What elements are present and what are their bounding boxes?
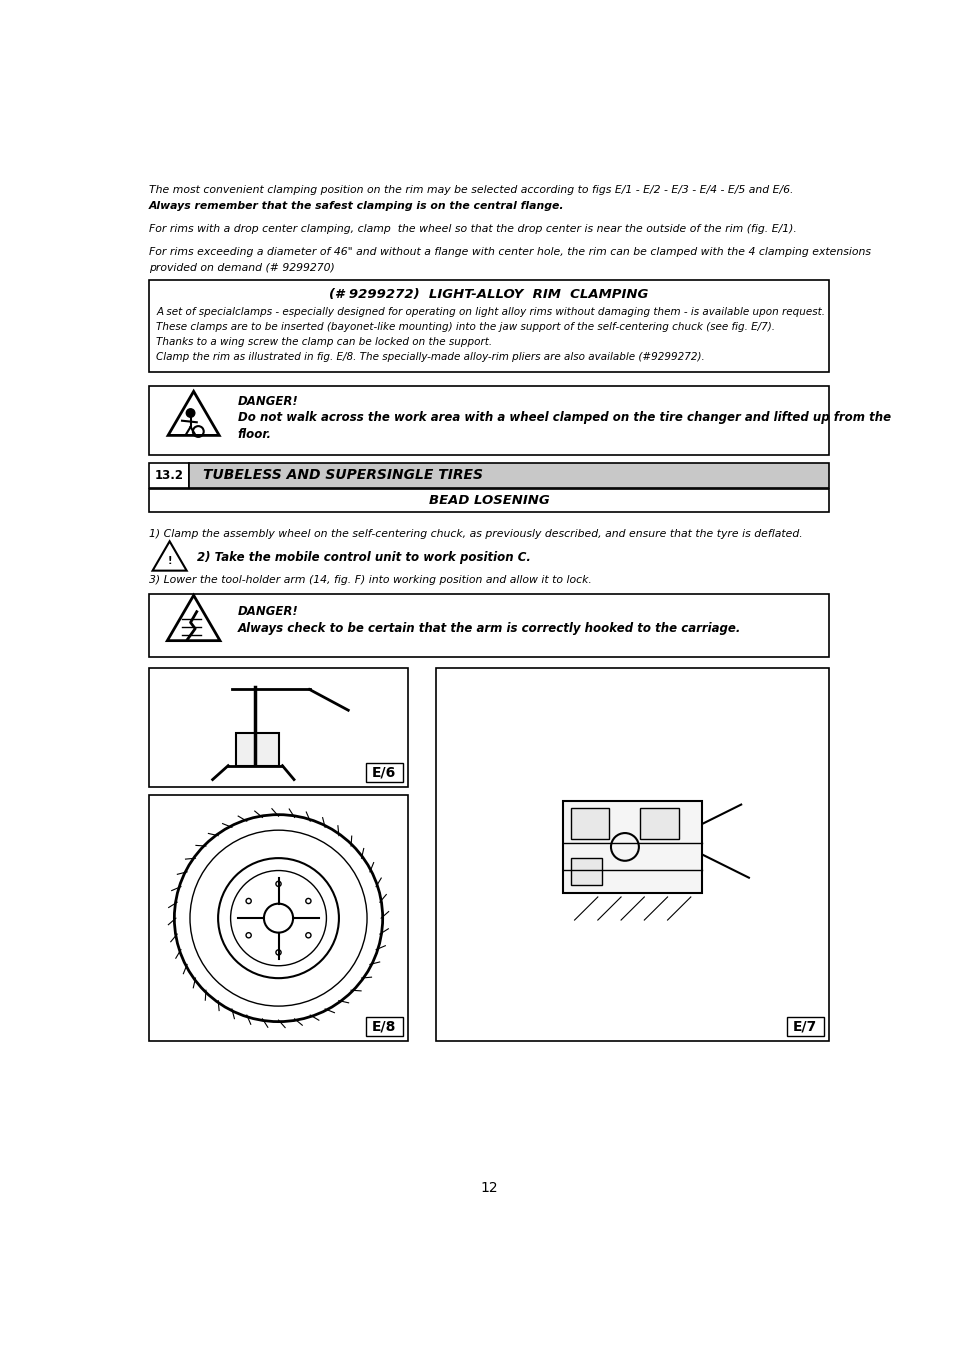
- Text: For rims exceeding a diameter of 46" and without a flange with center hole, the : For rims exceeding a diameter of 46" and…: [149, 247, 870, 258]
- Bar: [436, 668, 828, 1041]
- Text: 13.2: 13.2: [154, 468, 183, 482]
- Text: 2) Take the mobile control unit to work position C.: 2) Take the mobile control unit to work …: [196, 551, 530, 564]
- Text: These clamps are to be inserted (bayonet-like mounting) into the jaw support of : These clamps are to be inserted (bayonet…: [156, 321, 775, 332]
- Text: TUBELESS AND SUPERSINGLE TIRES: TUBELESS AND SUPERSINGLE TIRES: [203, 468, 482, 482]
- Text: provided on demand (# 9299270): provided on demand (# 9299270): [149, 263, 335, 273]
- Bar: [149, 279, 828, 373]
- Polygon shape: [167, 595, 220, 641]
- Text: Do not walk across the work area with a wheel clamped on the tire changer and li: Do not walk across the work area with a …: [237, 410, 890, 424]
- Bar: [189, 463, 828, 487]
- Bar: [149, 463, 189, 487]
- Text: E/6: E/6: [372, 765, 396, 779]
- Circle shape: [186, 409, 194, 417]
- Text: Always check to be certain that the arm is correctly hooked to the carriage.: Always check to be certain that the arm …: [237, 622, 740, 634]
- Bar: [785, 1018, 822, 1035]
- Text: The most convenient clamping position on the rim may be selected according to fi: The most convenient clamping position on…: [149, 185, 792, 196]
- Polygon shape: [168, 392, 219, 436]
- Text: Clamp the rim as illustrated in fig. E/8. The specially-made alloy-rim pliers ar: Clamp the rim as illustrated in fig. E/8…: [156, 352, 704, 362]
- Text: Thanks to a wing screw the clamp can be locked on the support.: Thanks to a wing screw the clamp can be …: [156, 336, 492, 347]
- Text: Always remember that the safest clamping is on the central flange.: Always remember that the safest clamping…: [149, 201, 563, 211]
- Text: E/8: E/8: [372, 1019, 396, 1034]
- Bar: [149, 668, 408, 787]
- Polygon shape: [152, 541, 187, 571]
- Text: floor.: floor.: [237, 428, 272, 441]
- Text: A set of specialclamps - especially designed for operating on light alloy rims w: A set of specialclamps - especially desi…: [156, 306, 824, 317]
- Text: DANGER!: DANGER!: [237, 605, 298, 618]
- Bar: [149, 489, 828, 513]
- Bar: [149, 594, 828, 657]
- Bar: [149, 386, 828, 455]
- Bar: [562, 801, 701, 894]
- Text: BEAD LOSENING: BEAD LOSENING: [428, 494, 549, 508]
- Bar: [570, 859, 601, 886]
- Text: For rims with a drop center clamping, clamp  the wheel so that the drop center i: For rims with a drop center clamping, cl…: [149, 224, 796, 235]
- Bar: [365, 763, 402, 782]
- Text: E/7: E/7: [792, 1019, 817, 1034]
- Text: 1) Clamp the assembly wheel on the self-centering chuck, as previously described: 1) Clamp the assembly wheel on the self-…: [149, 529, 801, 539]
- Text: !: !: [167, 556, 172, 566]
- Bar: [235, 733, 278, 765]
- Text: DANGER!: DANGER!: [237, 396, 298, 408]
- Bar: [570, 809, 609, 840]
- Text: 3) Lower the tool-holder arm (14, fig. F) into working position and allow it to : 3) Lower the tool-holder arm (14, fig. F…: [149, 575, 591, 586]
- Bar: [149, 795, 408, 1041]
- Bar: [365, 1018, 402, 1035]
- Text: (# 9299272)  LIGHT-ALLOY  RIM  CLAMPING: (# 9299272) LIGHT-ALLOY RIM CLAMPING: [329, 288, 648, 301]
- Text: 12: 12: [479, 1181, 497, 1195]
- Bar: [639, 809, 679, 840]
